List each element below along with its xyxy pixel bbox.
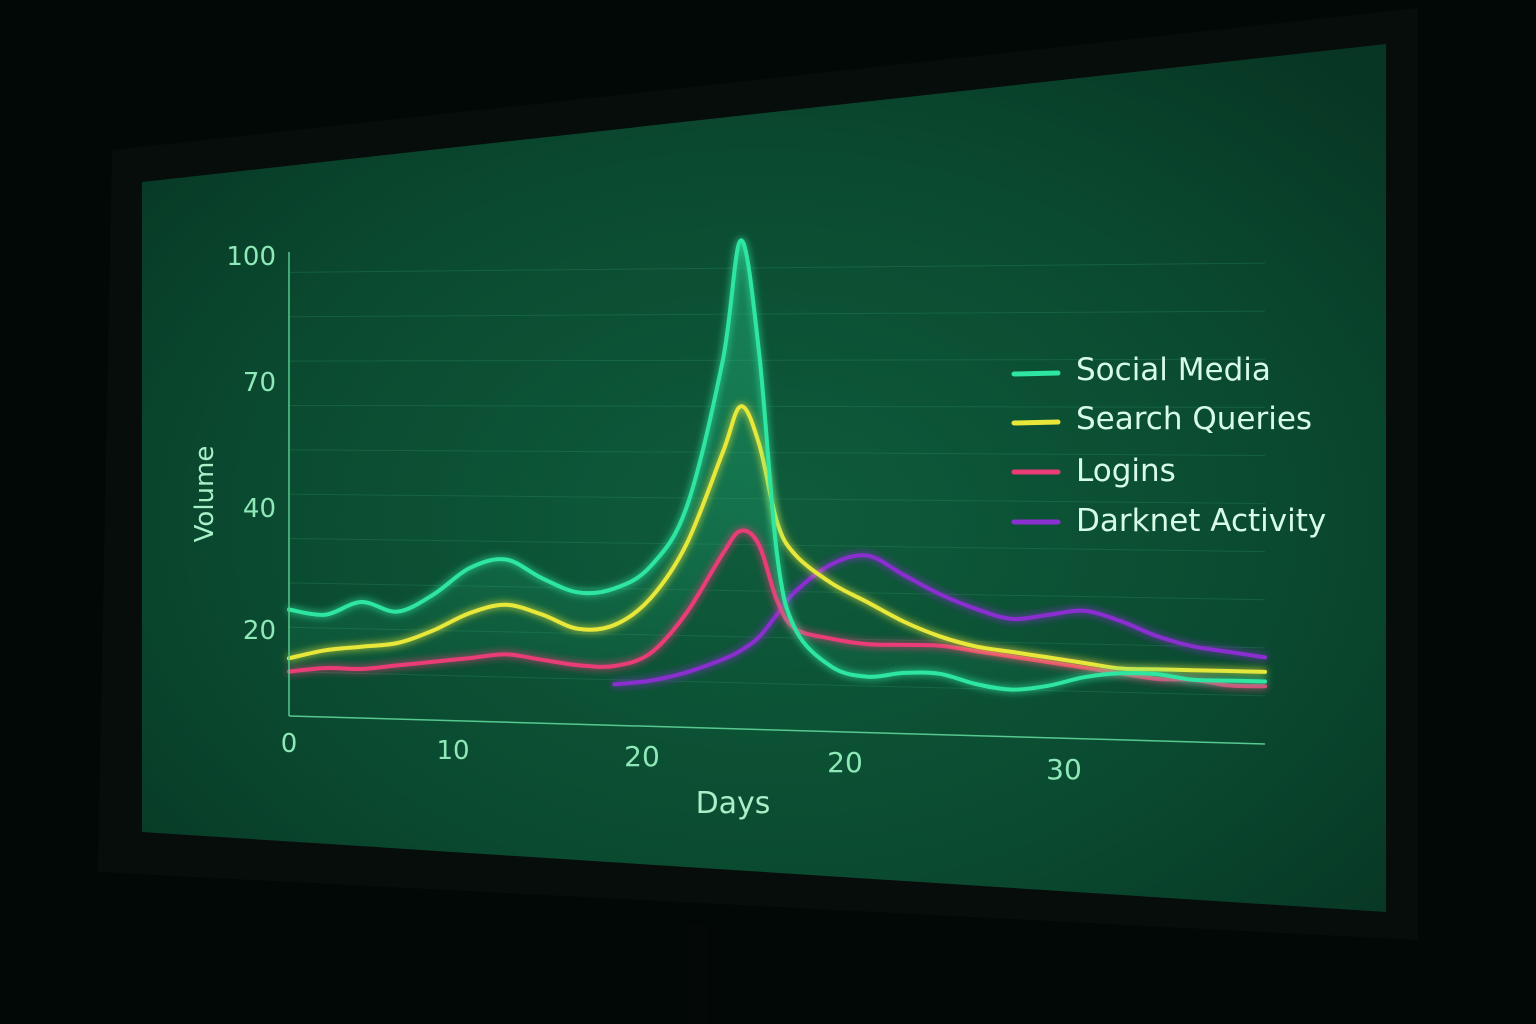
series-line-logins (287, 528, 1267, 689)
legend-swatch (1011, 370, 1061, 377)
gridline (288, 671, 1266, 697)
series-line-social-media (287, 238, 1267, 692)
series-line-search-queries (287, 404, 1267, 674)
y-tick-label: 100 (226, 242, 276, 272)
x-tick-label: 10 (436, 736, 469, 766)
legend: Social Media Search Queries Logins Darkn… (1011, 352, 1326, 539)
legend-item-logins: Logins (1011, 453, 1176, 489)
legend-item-darknet-activity: Darknet Activity (1011, 503, 1326, 539)
legend-label: Logins (1076, 453, 1176, 489)
gridline (288, 449, 1266, 456)
y-tick-label: 70 (243, 368, 276, 398)
x-tick-label: 30 (1046, 753, 1082, 786)
y-tick-label: 20 (243, 616, 276, 646)
x-axis-title: Days (696, 786, 771, 821)
gridline (288, 262, 1266, 273)
series-lines (287, 238, 1267, 692)
series-line-darknet-activity (612, 553, 1267, 687)
legend-item-search-queries: Search Queries (1011, 401, 1312, 437)
gridline (288, 358, 1266, 362)
gridline (288, 404, 1266, 408)
screen-stand (686, 925, 708, 1024)
legend-label: Search Queries (1076, 401, 1312, 437)
social-media-area (289, 240, 1265, 690)
x-tick-label: 20 (827, 746, 863, 779)
y-axis-title: Volume (190, 446, 220, 543)
y-tick-label: 40 (243, 494, 276, 524)
gridline (288, 310, 1266, 318)
y-tick-labels: 100 70 40 20 (226, 242, 276, 646)
legend-item-social-media: Social Media (1011, 352, 1271, 388)
legend-label: Darknet Activity (1076, 503, 1326, 539)
x-tick-label: 20 (624, 740, 660, 773)
legend-swatch (1011, 419, 1061, 426)
x-tick-label: 0 (281, 729, 298, 759)
x-axis-line (288, 715, 1266, 745)
legend-label: Social Media (1076, 352, 1271, 388)
x-tick-labels: 0 10 20 20 30 (281, 729, 1082, 786)
line-chart: 100 70 40 20 0 10 20 20 30 Days Volume (190, 238, 1267, 821)
gridline (288, 493, 1266, 505)
